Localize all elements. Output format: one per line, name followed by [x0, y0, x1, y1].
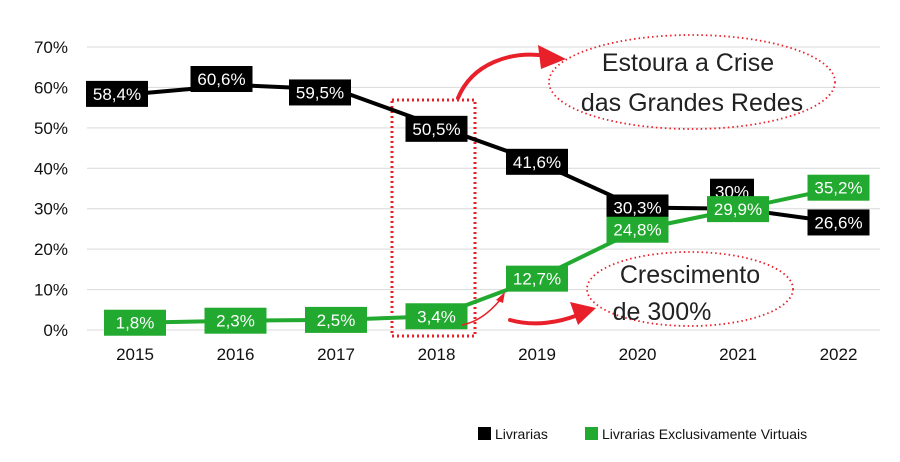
annotation-crise-arrowhead	[538, 45, 566, 69]
annotation-crescimento-line-1: Crescimento	[620, 261, 760, 289]
y-tick-label: 20%	[34, 240, 68, 259]
y-tick-label: 70%	[34, 38, 68, 57]
y-tick-label: 50%	[34, 119, 68, 138]
y-tick-label: 10%	[34, 281, 68, 300]
data-label-box	[289, 79, 351, 106]
legend-label-livrarias: Livrarias	[495, 426, 548, 442]
x-tick-label: 2019	[518, 345, 556, 364]
data-label: 60,6%	[197, 70, 245, 89]
data-label-box	[807, 174, 870, 201]
legend-swatch-livrarias	[478, 427, 491, 440]
annotation-crise-arrow	[456, 52, 550, 100]
highlight-2018-box	[390, 98, 477, 338]
annotation-crescimento-arrow-2	[461, 299, 501, 326]
data-label-box	[606, 216, 669, 243]
series-layer: 58,4%60,6%59,5%50,5%41,6%30,3%30%26,6%1,…	[86, 66, 870, 336]
y-tick-label: 60%	[34, 78, 68, 97]
x-tick-label: 2018	[418, 345, 456, 364]
y-tick-label: 0%	[43, 321, 68, 340]
annotation-crise-ellipse	[548, 34, 836, 130]
data-label-box	[104, 309, 166, 336]
data-label: 3,4%	[417, 307, 456, 326]
annotation-crescimento-ellipse	[586, 251, 794, 327]
y-tick-label: 30%	[34, 200, 68, 219]
data-label: 12,7%	[513, 270, 561, 289]
data-label-box	[807, 209, 870, 236]
data-label: 59,5%	[296, 83, 344, 102]
data-label-box	[405, 115, 468, 142]
data-label-box	[606, 194, 669, 221]
annotation-crescimento-arrow	[508, 313, 580, 326]
data-label: 30,3%	[613, 199, 661, 218]
x-tick-label: 2015	[116, 345, 154, 364]
data-label: 2,5%	[317, 311, 356, 330]
data-label: 41,6%	[513, 153, 561, 172]
x-tick-label: 2017	[317, 345, 355, 364]
data-label: 24,8%	[613, 221, 661, 240]
data-label: 58,4%	[93, 85, 141, 104]
data-label-box	[707, 196, 769, 223]
data-label-box	[506, 148, 568, 175]
x-tick-label: 2016	[217, 345, 255, 364]
legend-swatch-virtuais	[585, 427, 598, 440]
annotation-crescimento: Crescimento de 300%	[461, 251, 794, 327]
annotation-crescimento-arrowhead-2	[496, 292, 505, 303]
data-label-box	[506, 265, 568, 292]
data-label-box	[190, 66, 253, 93]
legend: Livrarias Livrarias Exclusivamente Virtu…	[478, 426, 807, 442]
data-label-box	[204, 307, 267, 334]
annotation-crise-line-2: das Grandes Redes	[581, 89, 803, 117]
data-label: 1,8%	[116, 314, 155, 333]
data-label-box	[405, 303, 468, 330]
annotation-crescimento-arrowhead	[570, 302, 596, 325]
x-tick-label: 2022	[820, 345, 858, 364]
annotation-crescimento-line-2: de 300%	[613, 298, 712, 326]
data-label-box	[305, 306, 367, 333]
data-label: 26,6%	[814, 213, 862, 232]
legend-label-virtuais: Livrarias Exclusivamente Virtuais	[602, 426, 807, 442]
data-label: 50,5%	[412, 120, 460, 139]
data-label: 29,9%	[714, 200, 762, 219]
annotation-crise-line-1: Estoura a Crise	[602, 49, 774, 77]
data-label: 2,3%	[216, 312, 255, 331]
y-axis-tick-labels: 0% 10% 20% 30% 40% 50% 60% 70%	[34, 38, 68, 340]
data-label-box	[86, 80, 148, 107]
x-tick-label: 2021	[719, 345, 757, 364]
x-axis-tick-labels: 2015 2016 2017 2018 2019 2020 2021 2022	[116, 345, 857, 364]
data-label: 35,2%	[814, 179, 862, 198]
y-tick-label: 40%	[34, 159, 68, 178]
annotation-crise: Estoura a Crise das Grandes Redes	[456, 34, 836, 130]
x-tick-label: 2020	[619, 345, 657, 364]
